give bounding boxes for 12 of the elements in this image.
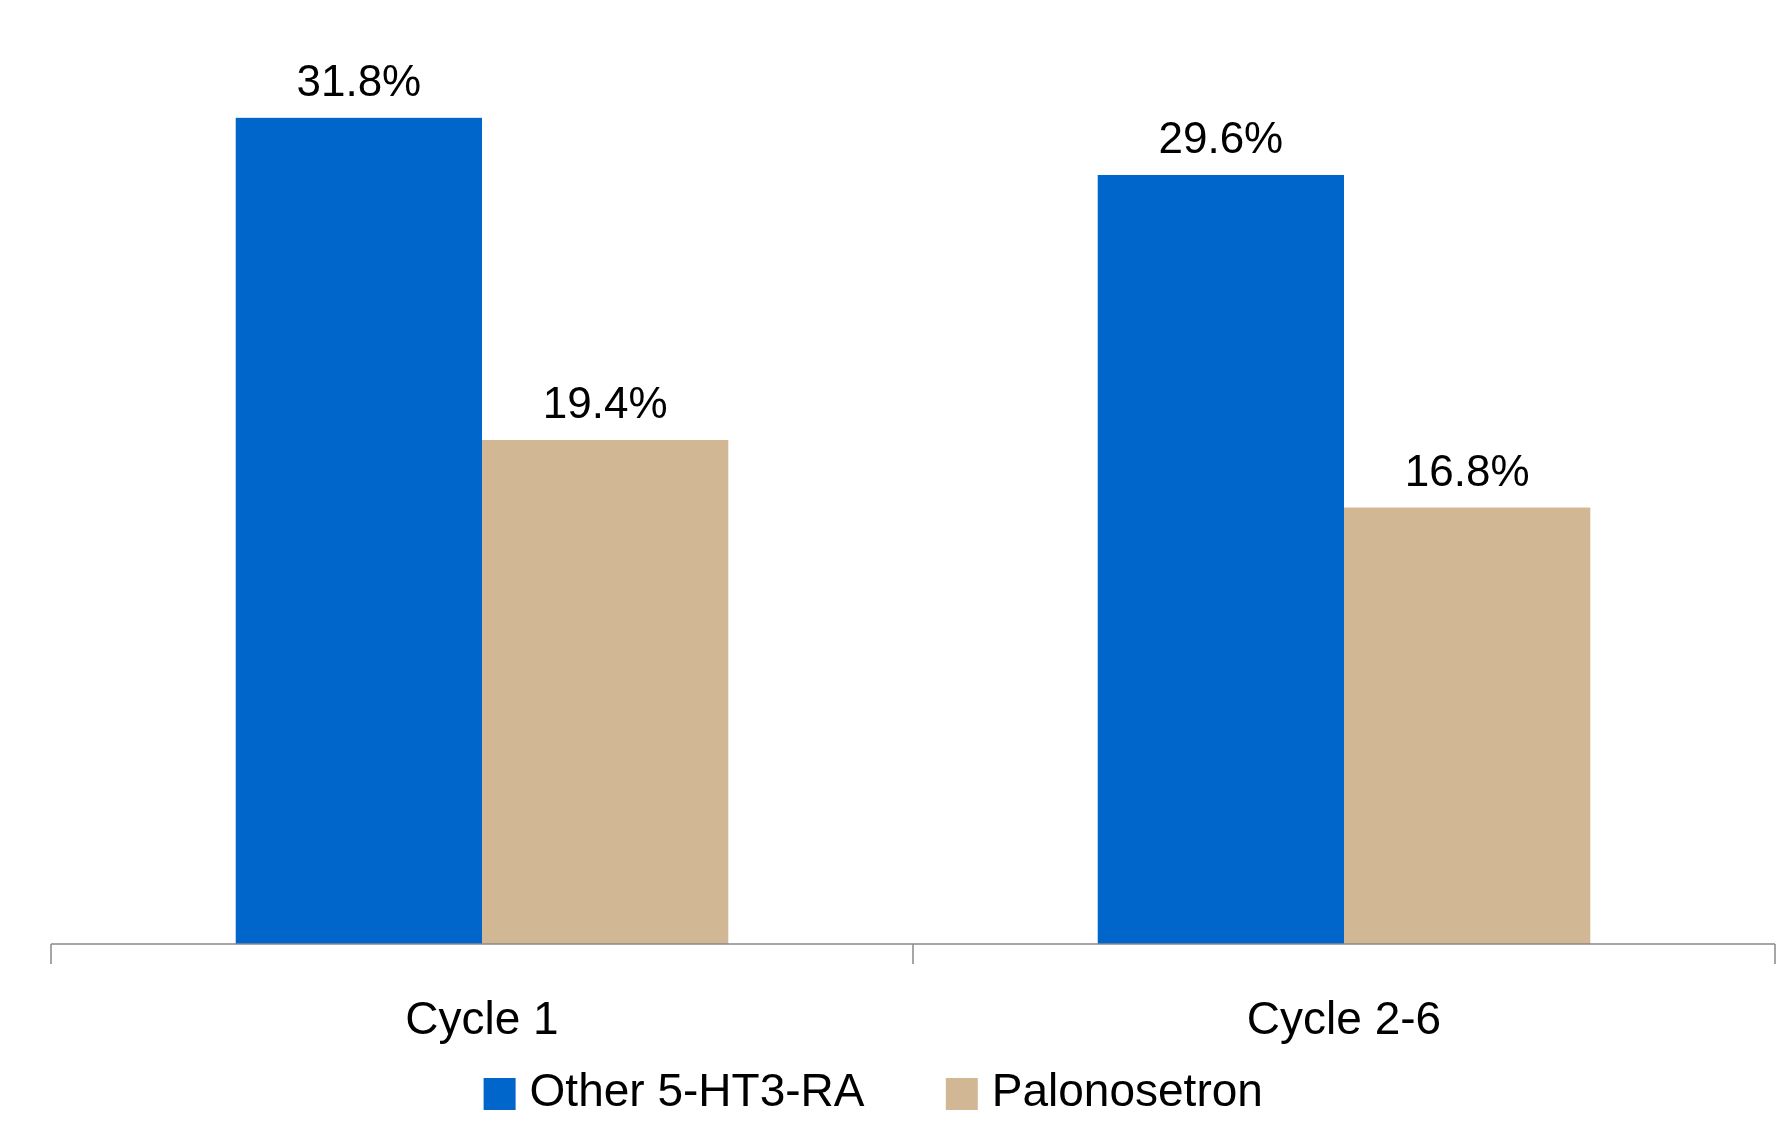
- bar: [1344, 507, 1591, 944]
- data-label: 31.8%: [296, 55, 422, 105]
- legend-label: Palonosetron: [991, 1064, 1263, 1116]
- legend-label: Other 5-HT3-RA: [529, 1064, 865, 1116]
- data-label: 16.8%: [1404, 445, 1530, 495]
- bar: [1097, 174, 1344, 944]
- x-tick-label: Cycle 2-6: [1246, 992, 1442, 1044]
- bar: [482, 439, 729, 944]
- x-tick-label: Cycle 1: [405, 992, 559, 1044]
- bar: [235, 117, 482, 944]
- data-label: 19.4%: [542, 377, 668, 427]
- data-label: 29.6%: [1158, 112, 1284, 162]
